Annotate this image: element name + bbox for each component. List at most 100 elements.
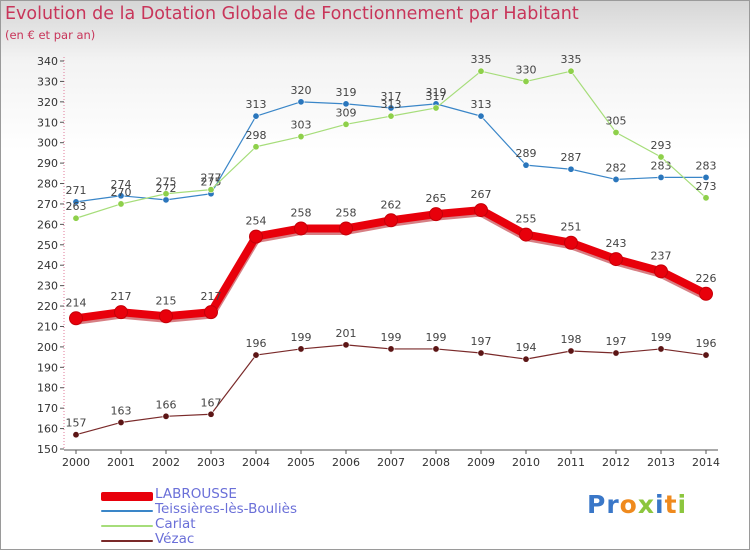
x-tick-label: 2001 [107,456,135,469]
y-tick-label: 290 [37,157,58,170]
x-tick-label: 2006 [332,456,360,469]
data-label: 305 [606,114,627,127]
data-point [567,165,575,173]
legend-swatch [101,510,153,512]
data-label: 199 [651,331,672,344]
logo-letter: i [677,490,688,519]
data-point [612,175,620,183]
legend-swatch [101,491,153,501]
data-point [342,100,350,108]
data-point [249,229,263,244]
data-point [474,203,488,218]
data-label: 201 [336,327,357,340]
data-label: 330 [516,63,537,76]
y-tick-label: 320 [37,96,58,109]
data-label: 217 [111,290,132,303]
data-point [702,194,710,202]
data-label: 265 [426,192,447,205]
data-point [699,286,713,301]
y-tick-label: 210 [37,320,58,333]
data-point [297,133,305,141]
data-label: 199 [291,331,312,344]
y-tick-label: 260 [37,218,58,231]
data-label: 270 [111,186,132,199]
data-label: 166 [156,398,177,411]
data-point [612,128,620,136]
y-tick-label: 180 [37,382,58,395]
data-point [342,341,350,349]
y-tick-label: 220 [37,300,58,313]
y-tick-label: 190 [37,361,58,374]
data-point [657,345,665,353]
data-point [207,410,215,418]
data-label: 317 [426,90,447,103]
data-label: 275 [201,176,222,189]
data-point [252,351,260,359]
data-label: 289 [516,147,537,160]
data-point [72,214,80,222]
y-tick-label: 300 [37,137,58,150]
data-point [339,221,353,236]
data-point [477,112,485,120]
data-label: 317 [381,90,402,103]
data-point [69,311,83,326]
data-point [252,143,260,151]
data-label: 263 [66,200,87,213]
data-label: 197 [606,335,627,348]
x-tick-label: 2014 [692,456,720,469]
data-label: 258 [336,206,357,219]
x-tick-label: 2013 [647,456,675,469]
proxiti-logo: Proxiti [587,490,687,519]
data-label: 282 [606,161,627,174]
data-label: 214 [66,296,87,309]
logo-letter: i [655,490,665,519]
legend-label: Teissières-lès-Bouliès [155,501,297,517]
data-point [387,104,395,112]
x-tick-label: 2010 [512,456,540,469]
chart-title: Evolution de la Dotation Globale de Fonc… [5,4,579,24]
data-label: 319 [336,86,357,99]
data-label: 272 [156,182,177,195]
data-label: 199 [426,331,447,344]
data-label: 274 [111,178,132,191]
data-point [612,349,620,357]
data-point [432,345,440,353]
data-label: 237 [651,249,672,262]
x-tick-label: 2011 [557,456,585,469]
data-label: 255 [516,213,537,226]
data-point [117,192,125,200]
data-point [294,221,308,236]
x-tick-label: 2004 [242,456,270,469]
data-label: 262 [381,198,402,211]
y-tick-label: 150 [37,443,58,456]
data-point [162,196,170,204]
x-tick-label: 2005 [287,456,315,469]
data-label: 194 [516,341,537,354]
data-point [117,200,125,208]
y-tick-label: 310 [37,116,58,129]
data-label: 283 [651,159,672,172]
data-point [297,98,305,106]
data-point [702,351,710,359]
data-point [657,153,665,161]
data-point [72,431,80,439]
y-tick-label: 170 [37,402,58,415]
data-point [159,309,173,324]
data-point [432,104,440,112]
x-tick-label: 2003 [197,456,225,469]
legend-label: LABROUSSE [155,486,237,502]
series-v-zac: 157 163 166 167 196 199 201 199 199 197 194 198 197 1… [66,327,717,439]
data-point [204,305,218,320]
data-label: 157 [66,417,87,430]
data-point [207,186,215,194]
y-tick-label: 240 [37,259,58,272]
logo-letter: t [664,490,678,519]
data-point [702,173,710,181]
data-point [567,67,575,75]
logo-letter: x [637,490,655,519]
data-label: 199 [381,331,402,344]
legend-label: Carlat [155,516,196,532]
